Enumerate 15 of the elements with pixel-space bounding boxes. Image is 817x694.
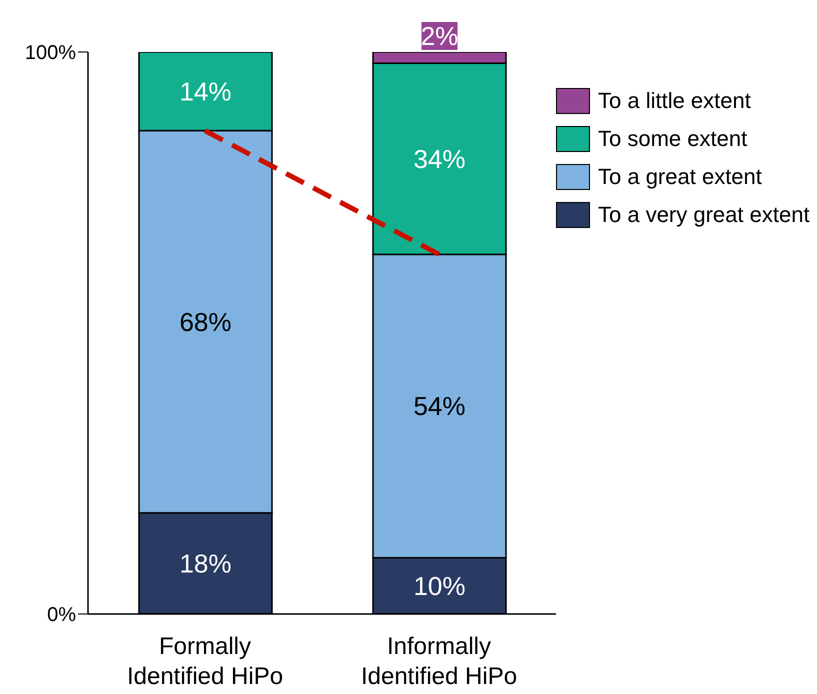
data-label: 18% — [179, 548, 232, 579]
y-tick-label: 0% — [47, 604, 76, 626]
legend-label: To some extent — [598, 126, 748, 152]
data-label: 34% — [413, 144, 466, 174]
legend-label: To a very great extent — [598, 202, 810, 228]
data-label: 68% — [179, 306, 232, 337]
data-label: 2% — [420, 21, 458, 52]
y-tick-label: 100% — [24, 42, 76, 64]
data-label: 54% — [413, 391, 466, 422]
x-tick-label: Formally Identified HiPo — [126, 633, 284, 690]
data-label: 10% — [413, 571, 466, 601]
legend-label: To a little extent — [598, 88, 751, 114]
data-label: 14% — [179, 76, 232, 106]
legend-label: To a great extent — [598, 164, 762, 190]
x-tick-label: Informally Identified HiPo — [360, 633, 518, 690]
